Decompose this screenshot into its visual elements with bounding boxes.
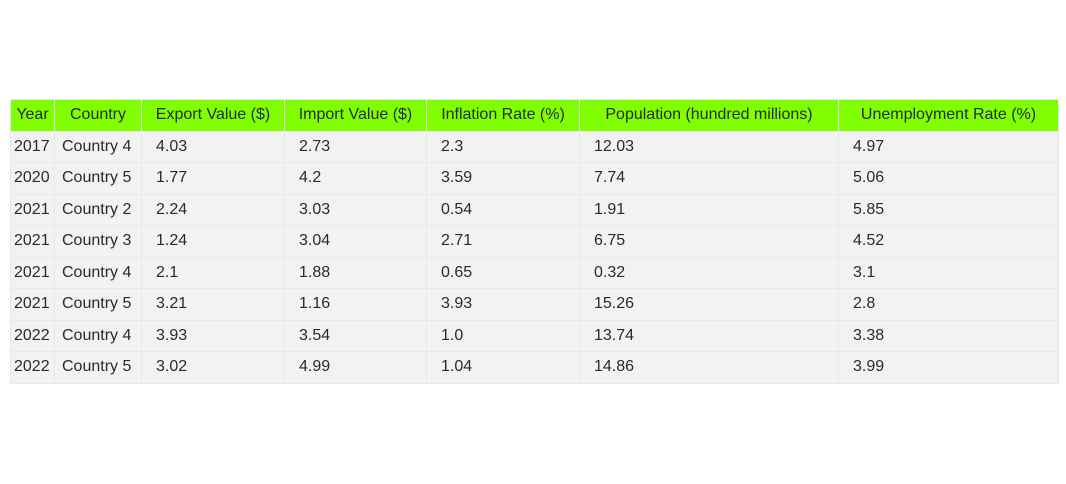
- table-cell: Country 4: [54, 319, 142, 352]
- table-row: 2020 Country 5 1.77 4.2 3.59 7.74 5.06: [10, 162, 1059, 195]
- column-header: Year: [10, 99, 55, 132]
- table-cell: 5.06: [838, 162, 1059, 195]
- data-table-container: Year Country Export Value ($) Import Value …: [10, 99, 1059, 384]
- column-header: Country: [54, 99, 142, 132]
- table-cell: 5.85: [838, 193, 1059, 226]
- table-cell: Country 5: [54, 288, 142, 321]
- table-cell: 2.71: [426, 225, 580, 258]
- table-row: 2022 Country 5 3.02 4.99 1.04 14.86 3.99: [10, 351, 1059, 384]
- table-cell: 2022: [10, 319, 55, 352]
- table-cell: 2.1: [141, 256, 285, 289]
- table-cell: 6.75: [579, 225, 839, 258]
- table-cell: 3.54: [284, 319, 427, 352]
- table-cell: 1.04: [426, 351, 580, 384]
- table-cell: 2021: [10, 256, 55, 289]
- table-row: 2021 Country 3 1.24 3.04 2.71 6.75 4.52: [10, 225, 1059, 258]
- table-cell: 4.52: [838, 225, 1059, 258]
- table-cell: 12.03: [579, 130, 839, 163]
- table-cell: 1.0: [426, 319, 580, 352]
- table-cell: 7.74: [579, 162, 839, 195]
- table-row: 2021 Country 5 3.21 1.16 3.93 15.26 2.8: [10, 288, 1059, 321]
- table-cell: Country 3: [54, 225, 142, 258]
- table-cell: 1.91: [579, 193, 839, 226]
- table-body: 2017 Country 4 4.03 2.73 2.3 12.03 4.97 2020 Cou…: [10, 130, 1059, 384]
- table-row: 2017 Country 4 4.03 2.73 2.3 12.03 4.97: [10, 130, 1059, 163]
- table-cell: Country 4: [54, 256, 142, 289]
- table-cell: 3.59: [426, 162, 580, 195]
- table-cell: Country 5: [54, 162, 142, 195]
- table-cell: Country 2: [54, 193, 142, 226]
- table-cell: 4.2: [284, 162, 427, 195]
- table-cell: 2021: [10, 193, 55, 226]
- table-cell: 1.77: [141, 162, 285, 195]
- table-cell: 3.02: [141, 351, 285, 384]
- table-cell: 13.74: [579, 319, 839, 352]
- table-cell: 3.93: [426, 288, 580, 321]
- table-cell: 0.65: [426, 256, 580, 289]
- table-cell: 1.24: [141, 225, 285, 258]
- table-cell: 2.24: [141, 193, 285, 226]
- table-cell: 14.86: [579, 351, 839, 384]
- table-cell: 3.1: [838, 256, 1059, 289]
- table-cell: 2021: [10, 225, 55, 258]
- table-cell: 3.38: [838, 319, 1059, 352]
- column-header: Export Value ($): [141, 99, 285, 132]
- table-header-row: Year Country Export Value ($) Import Value …: [10, 99, 1059, 132]
- column-header: Inflation Rate (%): [426, 99, 580, 132]
- table-cell: 15.26: [579, 288, 839, 321]
- table-cell: 3.99: [838, 351, 1059, 384]
- table-cell: 4.03: [141, 130, 285, 163]
- table-row: 2021 Country 4 2.1 1.88 0.65 0.32 3.1: [10, 256, 1059, 289]
- table-cell: 1.88: [284, 256, 427, 289]
- table-cell: 2.73: [284, 130, 427, 163]
- column-header: Import Value ($): [284, 99, 427, 132]
- table-cell: 2022: [10, 351, 55, 384]
- table-cell: 0.54: [426, 193, 580, 226]
- table-cell: 3.21: [141, 288, 285, 321]
- table-cell: 2021: [10, 288, 55, 321]
- table-cell: Country 4: [54, 130, 142, 163]
- data-table: Year Country Export Value ($) Import Value …: [10, 99, 1059, 384]
- table-cell: 2.8: [838, 288, 1059, 321]
- table-cell: 3.93: [141, 319, 285, 352]
- table-cell: 4.99: [284, 351, 427, 384]
- table-cell: 1.16: [284, 288, 427, 321]
- table-cell: 3.04: [284, 225, 427, 258]
- column-header: Population (hundred millions): [579, 99, 839, 132]
- table-cell: Country 5: [54, 351, 142, 384]
- table-cell: 3.03: [284, 193, 427, 226]
- table-cell: 2.3: [426, 130, 580, 163]
- table-row: 2022 Country 4 3.93 3.54 1.0 13.74 3.38: [10, 319, 1059, 352]
- table-row: 2021 Country 2 2.24 3.03 0.54 1.91 5.85: [10, 193, 1059, 226]
- table-cell: 2017: [10, 130, 55, 163]
- column-header: Unemployment Rate (%): [838, 99, 1059, 132]
- table-cell: 2020: [10, 162, 55, 195]
- table-cell: 4.97: [838, 130, 1059, 163]
- table-cell: 0.32: [579, 256, 839, 289]
